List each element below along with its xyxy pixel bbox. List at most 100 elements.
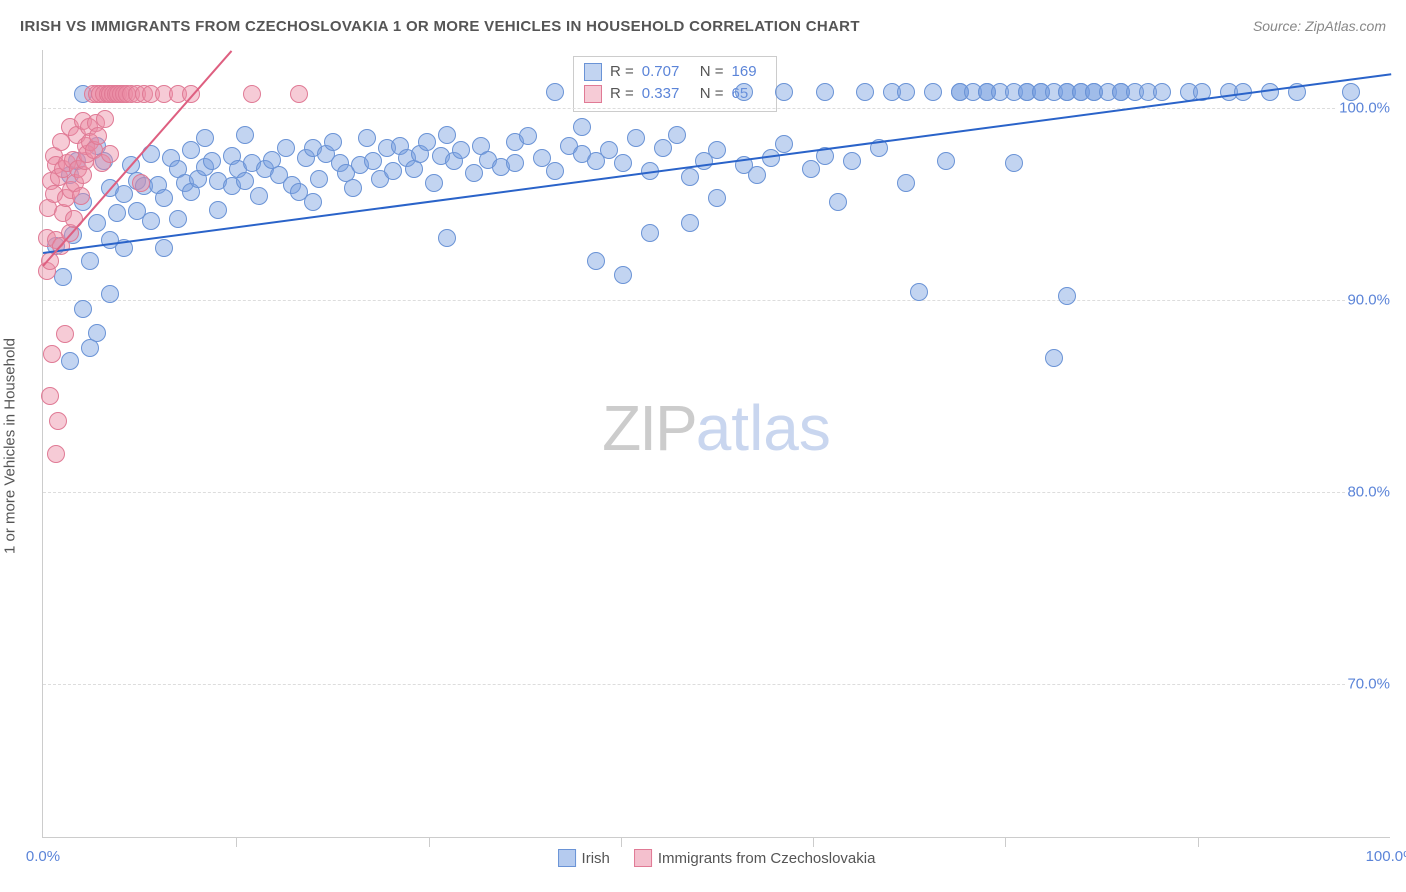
scatter-point — [310, 170, 328, 188]
scatter-point — [277, 139, 295, 157]
gridline — [43, 108, 1390, 109]
legend-item: Irish — [558, 849, 610, 867]
scatter-point — [96, 110, 114, 128]
chart-title: IRISH VS IMMIGRANTS FROM CZECHOSLOVAKIA … — [20, 18, 860, 35]
scatter-point — [304, 193, 322, 211]
legend-swatch — [634, 849, 652, 867]
scatter-point — [1005, 154, 1023, 172]
x-tick — [1198, 837, 1199, 847]
scatter-point — [1153, 83, 1171, 101]
scatter-point — [115, 185, 133, 203]
scatter-point — [910, 283, 928, 301]
gridline — [43, 492, 1390, 493]
scatter-point — [668, 126, 686, 144]
scatter-point — [1342, 83, 1360, 101]
scatter-point — [196, 129, 214, 147]
scatter-point — [142, 212, 160, 230]
scatter-point — [108, 204, 126, 222]
scatter-point — [681, 214, 699, 232]
scatter-point — [236, 172, 254, 190]
scatter-point — [47, 445, 65, 463]
legend-item: Immigrants from Czechoslovakia — [634, 849, 876, 867]
scatter-point — [843, 152, 861, 170]
x-tick — [1005, 837, 1006, 847]
scatter-point — [937, 152, 955, 170]
r-label: R = — [610, 83, 634, 105]
y-tick-label: 100.0% — [1337, 99, 1392, 116]
scatter-point — [89, 127, 107, 145]
scatter-point — [519, 127, 537, 145]
scatter-point — [438, 229, 456, 247]
scatter-point — [924, 83, 942, 101]
scatter-point — [203, 152, 221, 170]
x-tick — [429, 837, 430, 847]
scatter-point — [681, 168, 699, 186]
scatter-point — [708, 141, 726, 159]
scatter-point — [250, 187, 268, 205]
scatter-point — [614, 266, 632, 284]
scatter-point — [775, 83, 793, 101]
watermark-part1: ZIP — [602, 392, 696, 464]
series-swatch — [584, 63, 602, 81]
legend-label: Irish — [582, 850, 610, 867]
scatter-point — [506, 154, 524, 172]
scatter-point — [344, 179, 362, 197]
scatter-point — [384, 162, 402, 180]
scatter-point — [405, 160, 423, 178]
scatter-point — [856, 83, 874, 101]
n-label: N = — [700, 83, 724, 105]
scatter-point — [74, 300, 92, 318]
scatter-plot: ZIPatlas R =0.707N =169R =0.337N =65 Iri… — [42, 50, 1390, 838]
y-tick-label: 70.0% — [1345, 676, 1392, 693]
watermark-part2: atlas — [696, 392, 831, 464]
scatter-point — [81, 252, 99, 270]
scatter-point — [236, 126, 254, 144]
r-value: 0.337 — [642, 83, 692, 105]
gridline — [43, 684, 1390, 685]
scatter-point — [54, 268, 72, 286]
scatter-point — [775, 135, 793, 153]
scatter-point — [169, 210, 187, 228]
scatter-point — [290, 85, 308, 103]
scatter-point — [627, 129, 645, 147]
scatter-point — [546, 162, 564, 180]
scatter-point — [243, 85, 261, 103]
scatter-point — [49, 412, 67, 430]
scatter-point — [56, 325, 74, 343]
scatter-point — [546, 83, 564, 101]
watermark: ZIPatlas — [602, 391, 831, 465]
scatter-point — [61, 352, 79, 370]
legend: Irish Immigrants from Czechoslovakia — [558, 849, 876, 867]
x-tick — [813, 837, 814, 847]
n-value: 169 — [732, 61, 766, 83]
x-tick — [621, 837, 622, 847]
scatter-point — [101, 285, 119, 303]
scatter-point — [641, 224, 659, 242]
scatter-point — [614, 154, 632, 172]
scatter-point — [587, 252, 605, 270]
legend-swatch — [558, 849, 576, 867]
source-label: Source: ZipAtlas.com — [1253, 18, 1386, 34]
scatter-point — [802, 160, 820, 178]
scatter-point — [364, 152, 382, 170]
scatter-point — [155, 189, 173, 207]
scatter-point — [465, 164, 483, 182]
scatter-point — [748, 166, 766, 184]
scatter-point — [324, 133, 342, 151]
legend-label: Immigrants from Czechoslovakia — [658, 850, 876, 867]
x-tick — [236, 837, 237, 847]
scatter-point — [88, 324, 106, 342]
scatter-point — [1261, 83, 1279, 101]
r-value: 0.707 — [642, 61, 692, 83]
scatter-point — [132, 174, 150, 192]
scatter-point — [1058, 287, 1076, 305]
scatter-point — [209, 201, 227, 219]
scatter-point — [438, 126, 456, 144]
scatter-point — [708, 189, 726, 207]
scatter-point — [358, 129, 376, 147]
scatter-point — [1045, 349, 1063, 367]
scatter-point — [897, 174, 915, 192]
series-swatch — [584, 85, 602, 103]
scatter-point — [65, 210, 83, 228]
r-label: R = — [610, 61, 634, 83]
